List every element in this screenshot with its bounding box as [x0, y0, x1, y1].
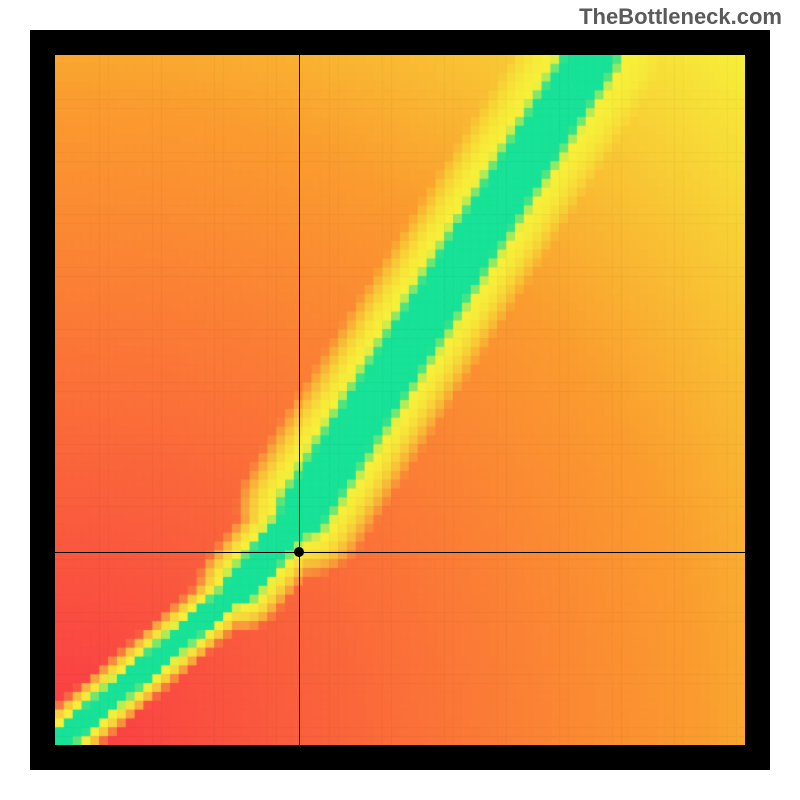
- chart-outer-border: [30, 30, 770, 770]
- attribution-text: TheBottleneck.com: [579, 4, 782, 30]
- heatmap-canvas: [55, 55, 745, 745]
- crosshair-horizontal: [55, 552, 745, 553]
- root: TheBottleneck.com: [0, 0, 800, 800]
- bottleneck-heatmap: [55, 55, 745, 745]
- crosshair-vertical: [299, 55, 300, 745]
- crosshair-marker: [294, 547, 304, 557]
